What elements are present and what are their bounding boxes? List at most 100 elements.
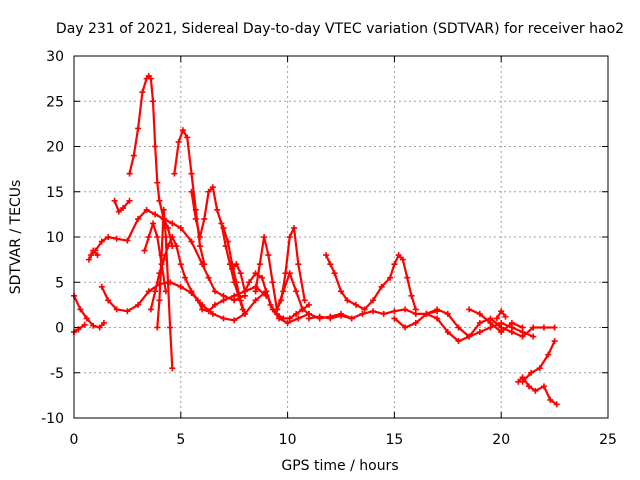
data-point-marker [171, 170, 178, 177]
data-series [71, 72, 560, 408]
data-point-marker [327, 315, 334, 322]
data-point-marker [338, 288, 344, 295]
data-point-marker [269, 279, 276, 286]
y-tick-label: 25 [46, 94, 64, 110]
data-point-marker [201, 261, 208, 268]
series-line [393, 308, 556, 338]
data-point-marker [98, 283, 105, 290]
y-tick-label: 10 [46, 230, 64, 246]
data-point-marker [519, 378, 526, 385]
data-point-marker [197, 243, 204, 250]
data-point-marker [327, 261, 334, 268]
data-point-marker [158, 252, 165, 259]
data-point-marker [96, 324, 103, 331]
data-point-marker [237, 297, 244, 304]
data-point-marker [502, 313, 509, 320]
data-point-marker [145, 288, 152, 295]
data-point-marker [192, 215, 199, 222]
data-point-marker [81, 321, 88, 328]
x-axis-label: GPS time / hours [281, 458, 398, 474]
data-point-marker [169, 234, 176, 240]
y-tick-label: 15 [46, 185, 64, 201]
x-tick-label: 5 [176, 432, 185, 448]
data-point-marker [126, 197, 133, 204]
series-line [324, 254, 417, 311]
data-point-marker [237, 270, 244, 277]
data-point-marker [214, 206, 221, 213]
data-point-marker [331, 270, 338, 277]
data-point-marker [113, 235, 120, 242]
data-point-marker [348, 315, 355, 322]
data-point-marker [455, 338, 462, 345]
series-trace-11 [171, 127, 208, 268]
data-point-marker [359, 310, 366, 317]
data-point-marker [188, 170, 195, 177]
data-point-marker [455, 324, 462, 331]
data-point-marker [246, 279, 253, 286]
data-point-marker [444, 329, 451, 336]
x-tick-label: 25 [599, 432, 617, 448]
data-point-marker [391, 261, 398, 268]
data-point-marker [160, 206, 167, 213]
data-point-marker [256, 261, 263, 268]
data-point-marker [293, 310, 300, 317]
data-point-marker [90, 247, 97, 254]
data-point-marker [525, 383, 532, 390]
data-point-marker [205, 274, 212, 281]
data-point-marker [476, 310, 483, 317]
data-point-marker [280, 288, 287, 295]
data-point-marker [209, 310, 216, 317]
grid [74, 56, 608, 418]
data-point-marker [493, 315, 500, 322]
series-line [156, 208, 174, 370]
data-point-marker [100, 319, 107, 326]
data-point-marker [211, 301, 218, 308]
series-line [521, 340, 556, 383]
data-point-marker [152, 143, 159, 150]
data-point-marker [261, 234, 268, 240]
data-point-marker [391, 315, 398, 322]
data-point-marker [378, 283, 385, 290]
data-point-marker [177, 224, 184, 231]
data-point-marker [218, 220, 225, 227]
data-point-marker [299, 306, 306, 313]
data-point-marker [105, 234, 112, 240]
data-point-marker [105, 297, 112, 304]
data-point-marker [553, 401, 560, 408]
data-point-marker [545, 351, 552, 358]
data-point-marker [540, 383, 547, 390]
data-point-marker [188, 188, 195, 195]
data-point-marker [267, 301, 274, 308]
y-tick-label: -5 [50, 366, 64, 382]
x-tick-label: 20 [492, 432, 510, 448]
data-point-marker [399, 256, 406, 263]
data-point-marker [111, 197, 118, 204]
data-point-marker [150, 98, 157, 105]
data-point-marker [498, 308, 505, 315]
data-point-marker [241, 310, 248, 317]
series-trace-5 [85, 247, 101, 263]
data-point-marker [205, 188, 212, 195]
data-point-marker [536, 365, 543, 372]
series-line [113, 199, 131, 213]
series-trace-20 [423, 310, 537, 345]
data-point-marker [199, 306, 206, 313]
y-tick-label: -10 [41, 411, 64, 427]
data-point-marker [395, 252, 402, 259]
chart-title: Day 231 of 2021, Sidereal Day-to-day VTE… [56, 21, 624, 37]
data-point-marker [188, 238, 195, 245]
data-point-marker [83, 315, 90, 322]
data-point-marker [120, 205, 127, 212]
data-point-marker [173, 243, 180, 250]
axis-ticks: 0 5 10 15 20 25 -10 -5 0 5 10 15 20 25 30 [41, 49, 617, 448]
data-point-marker [143, 206, 150, 213]
data-point-marker [466, 306, 473, 313]
data-point-marker [404, 274, 411, 281]
data-point-marker [498, 329, 505, 336]
data-point-marker [169, 220, 176, 227]
data-point-marker [391, 308, 398, 315]
series-line [100, 281, 311, 325]
series-line [275, 272, 353, 320]
data-point-marker [156, 297, 163, 304]
data-point-marker [135, 301, 142, 308]
